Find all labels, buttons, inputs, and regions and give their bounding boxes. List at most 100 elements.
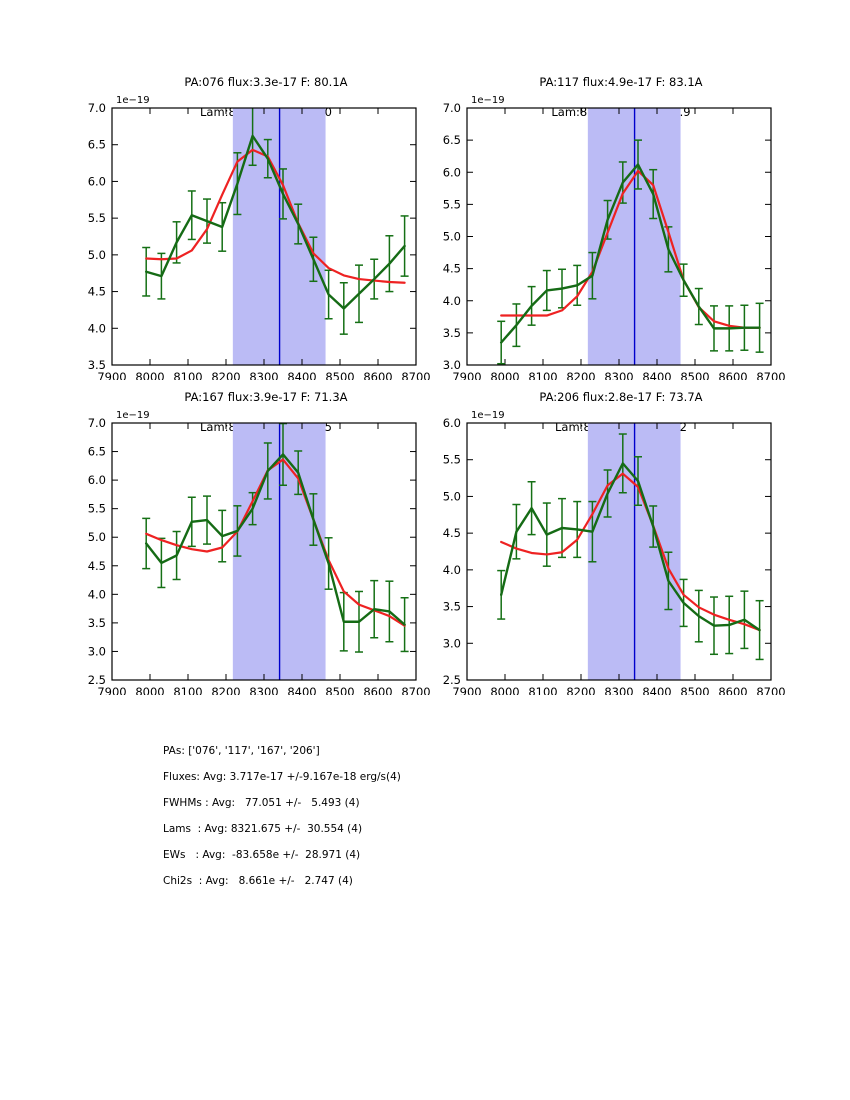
y-tick-label: 4.5	[88, 559, 106, 573]
y-tick-label: 6.0	[88, 473, 106, 487]
panel-pa-076: PA:076 flux:3.3e-17 F: 80.1A Lam:8284.1A…	[75, 60, 435, 380]
summary-statistics-block: PAs: ['076', '117', '167', '206'] Fluxes:…	[163, 738, 583, 894]
y-tick-label: 3.0	[443, 636, 461, 650]
y-tick-label: 6.0	[443, 165, 461, 179]
y-tick-label: 6.0	[88, 174, 106, 188]
axes-frame	[466, 107, 772, 366]
summary-line: FWHMs : Avg: 77.051 +/- 5.493 (4)	[163, 797, 360, 809]
observed-spectrum-line	[145, 453, 406, 626]
y-tick-label: 3.5	[443, 326, 461, 340]
x-tick-label: 8000	[490, 685, 519, 695]
panel-pa-167: PA:167 flux:3.9e-17 F: 71.3A Lam:8341.6A…	[75, 375, 435, 695]
x-tick-label: 8600	[363, 370, 392, 380]
x-tick-label: 8300	[249, 685, 278, 695]
x-tick-label: 8200	[211, 685, 240, 695]
model-fit-line	[500, 472, 761, 632]
model-fit-line	[145, 148, 406, 284]
plot-svg: 1e−19 2.5 3.0 3.5 4.0 4.5 5.0 5.5 6.0 6.5 7.0 7900 8…	[88, 410, 431, 695]
y-tick-label: 7.0	[88, 101, 106, 115]
plot-svg: 1e−19 2.5 3.0 3.5 4.0 4.5 5.0 5.5 6.0 7900 8000 810…	[443, 410, 786, 695]
y-tick-label: 4.0	[443, 294, 461, 308]
x-tick-label: 8500	[325, 370, 354, 380]
panel-title-line1: PA:076 flux:3.3e-17 F: 80.1A	[184, 75, 348, 89]
x-tick-label: 7900	[97, 370, 126, 380]
y-tick-label: 6.5	[88, 138, 106, 152]
x-tick-label: 8500	[680, 685, 709, 695]
x-tick-label: 8000	[135, 370, 164, 380]
observed-spectrum-line	[500, 163, 761, 344]
panel-pa-117: PA:117 flux:4.9e-17 F: 83.1A Lam:8350.9A…	[430, 60, 790, 380]
plot-area-pa-206[interactable]: 1e−19 2.5 3.0 3.5 4.0 4.5 5.0 5.5 6.0 7900 8000 810…	[430, 405, 790, 695]
y-tick-label: 4.0	[443, 563, 461, 577]
y-tick-label: 6.5	[443, 133, 461, 147]
axis-offset-label: 1e−19	[116, 95, 150, 106]
y-tick-label: 2.5	[88, 673, 106, 687]
y-tick-label: 4.0	[88, 321, 106, 335]
x-tick-label: 7900	[97, 685, 126, 695]
axis-offset-label: 1e−19	[471, 95, 505, 106]
panel-title-line1: PA:167 flux:3.9e-17 F: 71.3A	[184, 390, 348, 404]
x-tick-label: 8500	[680, 370, 709, 380]
observed-spectrum-line	[500, 462, 761, 632]
y-tick-label: 3.5	[88, 358, 106, 372]
x-tick-label: 8100	[528, 370, 557, 380]
y-tick-label: 4.5	[88, 285, 106, 299]
panel-title-line1: PA:206 flux:2.8e-17 F: 73.7A	[539, 390, 703, 404]
x-tick-label: 8700	[756, 370, 785, 380]
x-tick-label: 8500	[325, 685, 354, 695]
y-tick-label: 5.5	[443, 197, 461, 211]
x-tick-label: 8000	[135, 685, 164, 695]
x-tick-label: 8700	[401, 685, 430, 695]
x-tick-label: 8400	[287, 685, 316, 695]
plot-area-pa-076[interactable]: 1e−19 3.5 4.0 4.5 5.0 5.5 6.0 6.5 7.0 7900 8000 810…	[75, 90, 435, 380]
y-tick-label: 4.0	[88, 587, 106, 601]
x-tick-label: 8000	[490, 370, 519, 380]
y-tick-label: 5.5	[88, 502, 106, 516]
x-tick-label: 8100	[528, 685, 557, 695]
y-tick-label: 4.5	[443, 262, 461, 276]
x-tick-label: 8400	[642, 685, 671, 695]
x-tick-label: 8700	[401, 370, 430, 380]
axis-offset-label: 1e−19	[116, 410, 150, 421]
summary-line: PAs: ['076', '117', '167', '206']	[163, 745, 320, 757]
summary-line: Lams : Avg: 8321.675 +/- 30.554 (4)	[163, 823, 363, 835]
plot-svg: 1e−19 3.0 3.5 4.0 4.5 5.0 5.5 6.0 6.5 7.0 7900 8000…	[443, 95, 786, 380]
x-tick-label: 7900	[452, 685, 481, 695]
x-tick-label: 8200	[566, 685, 595, 695]
y-tick-label: 3.5	[88, 616, 106, 630]
axes-frame	[111, 422, 417, 681]
x-tick-label: 8200	[211, 370, 240, 380]
x-tick-label: 8700	[756, 685, 785, 695]
y-tick-label: 4.5	[443, 526, 461, 540]
plot-svg: 1e−19 3.5 4.0 4.5 5.0 5.5 6.0 6.5 7.0 7900 8000 810…	[88, 95, 431, 380]
x-tick-label: 8600	[718, 370, 747, 380]
axis-offset-label: 1e−19	[471, 410, 505, 421]
axes-frame	[466, 422, 772, 681]
data-layer	[142, 423, 409, 653]
y-tick-label: 6.5	[88, 445, 106, 459]
data-layer	[497, 139, 764, 365]
y-tick-label: 7.0	[443, 101, 461, 115]
panel-title-line1: PA:117 flux:4.9e-17 F: 83.1A	[539, 75, 703, 89]
summary-line: EWs : Avg: -83.658e +/- 28.971 (4)	[163, 849, 361, 861]
x-tick-label: 8300	[249, 370, 278, 380]
x-tick-label: 8400	[287, 370, 316, 380]
y-tick-label: 5.0	[88, 248, 106, 262]
data-layer	[142, 108, 409, 335]
panel-pa-206: PA:206 flux:2.8e-17 F: 73.7A Lam:8310.1A…	[430, 375, 790, 695]
x-tick-label: 8100	[173, 685, 202, 695]
observed-spectrum-line	[145, 134, 406, 310]
summary-line: Chi2s : Avg: 8.661e +/- 2.747 (4)	[163, 875, 353, 887]
x-tick-label: 8300	[604, 685, 633, 695]
x-tick-label: 7900	[452, 370, 481, 380]
y-tick-label: 5.0	[443, 230, 461, 244]
axes-frame	[111, 107, 417, 366]
x-tick-label: 8100	[173, 370, 202, 380]
y-tick-label: 2.5	[443, 673, 461, 687]
plot-area-pa-167[interactable]: 1e−19 2.5 3.0 3.5 4.0 4.5 5.0 5.5 6.0 6.5 7.0 7900 8…	[75, 405, 435, 695]
plot-area-pa-117[interactable]: 1e−19 3.0 3.5 4.0 4.5 5.0 5.5 6.0 6.5 7.0 7900 8000…	[430, 90, 790, 380]
summary-line: Fluxes: Avg: 3.717e-17 +/-9.167e-18 erg/…	[163, 771, 401, 783]
y-tick-label: 7.0	[88, 416, 106, 430]
model-fit-line	[145, 458, 406, 627]
